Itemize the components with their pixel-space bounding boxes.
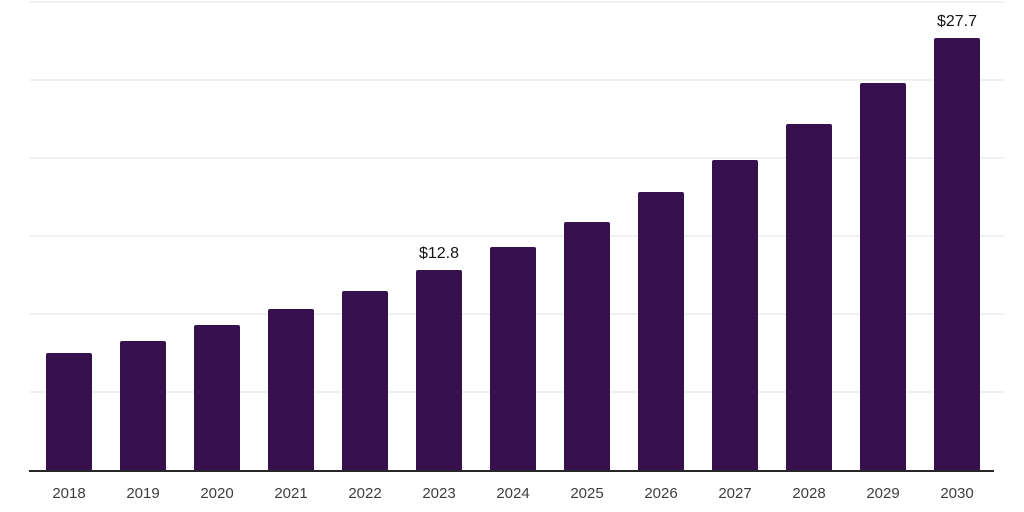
bar-2019: 2019 [120, 340, 166, 502]
bar-2020: 2020 [194, 324, 240, 502]
bar-2024: 2024 [490, 246, 536, 502]
gridline-25 [30, 79, 1004, 81]
gridline-20 [30, 157, 1004, 160]
gridline-30 [30, 1, 1004, 3]
x-axis-label-2023: 2023 [422, 485, 456, 502]
bar-2025: 2025 [564, 221, 610, 502]
x-axis-label-2029: 2029 [866, 485, 900, 502]
bar-2029: 2029 [860, 83, 906, 502]
x-axis-label-2021: 2021 [274, 485, 308, 502]
plot-area: 2018 2019 2020 2021 2022 $12.8 2023 2024 2025 202… [29, 1, 1004, 502]
x-axis-label-2027: 2027 [718, 485, 752, 502]
bar-2018: 2018 [46, 353, 92, 502]
bars: 2018 2019 2020 2021 2022 $12.8 2023 2024 2025 202… [30, 2, 1004, 502]
bar-2023: $12.8 2023 [416, 245, 462, 502]
x-axis-label-2019: 2019 [126, 485, 160, 502]
x-axis-label-2030: 2030 [940, 485, 974, 502]
bar-value-label-2030: $27.7 [936, 12, 978, 30]
x-axis-label-2018: 2018 [52, 485, 86, 502]
x-axis-label-2022: 2022 [348, 485, 382, 502]
bar-value-label-2023: $12.8 [418, 245, 460, 263]
bar-2026: 2026 [638, 192, 684, 502]
x-axis-label-2028: 2028 [792, 485, 826, 502]
x-axis-label-2025: 2025 [570, 485, 604, 502]
x-axis-label-2026: 2026 [644, 485, 678, 502]
bar-2027: 2027 [712, 159, 758, 502]
bar-2028: 2028 [786, 123, 832, 502]
x-axis-line [29, 470, 994, 472]
gridline-15 [30, 235, 1004, 237]
x-axis-label-2024: 2024 [496, 485, 530, 502]
x-axis-label-2020: 2020 [200, 485, 234, 502]
bar-2030: $27.7 2030 [934, 13, 980, 502]
bar-2021: 2021 [268, 309, 314, 502]
bar-2022: 2022 [342, 290, 388, 502]
